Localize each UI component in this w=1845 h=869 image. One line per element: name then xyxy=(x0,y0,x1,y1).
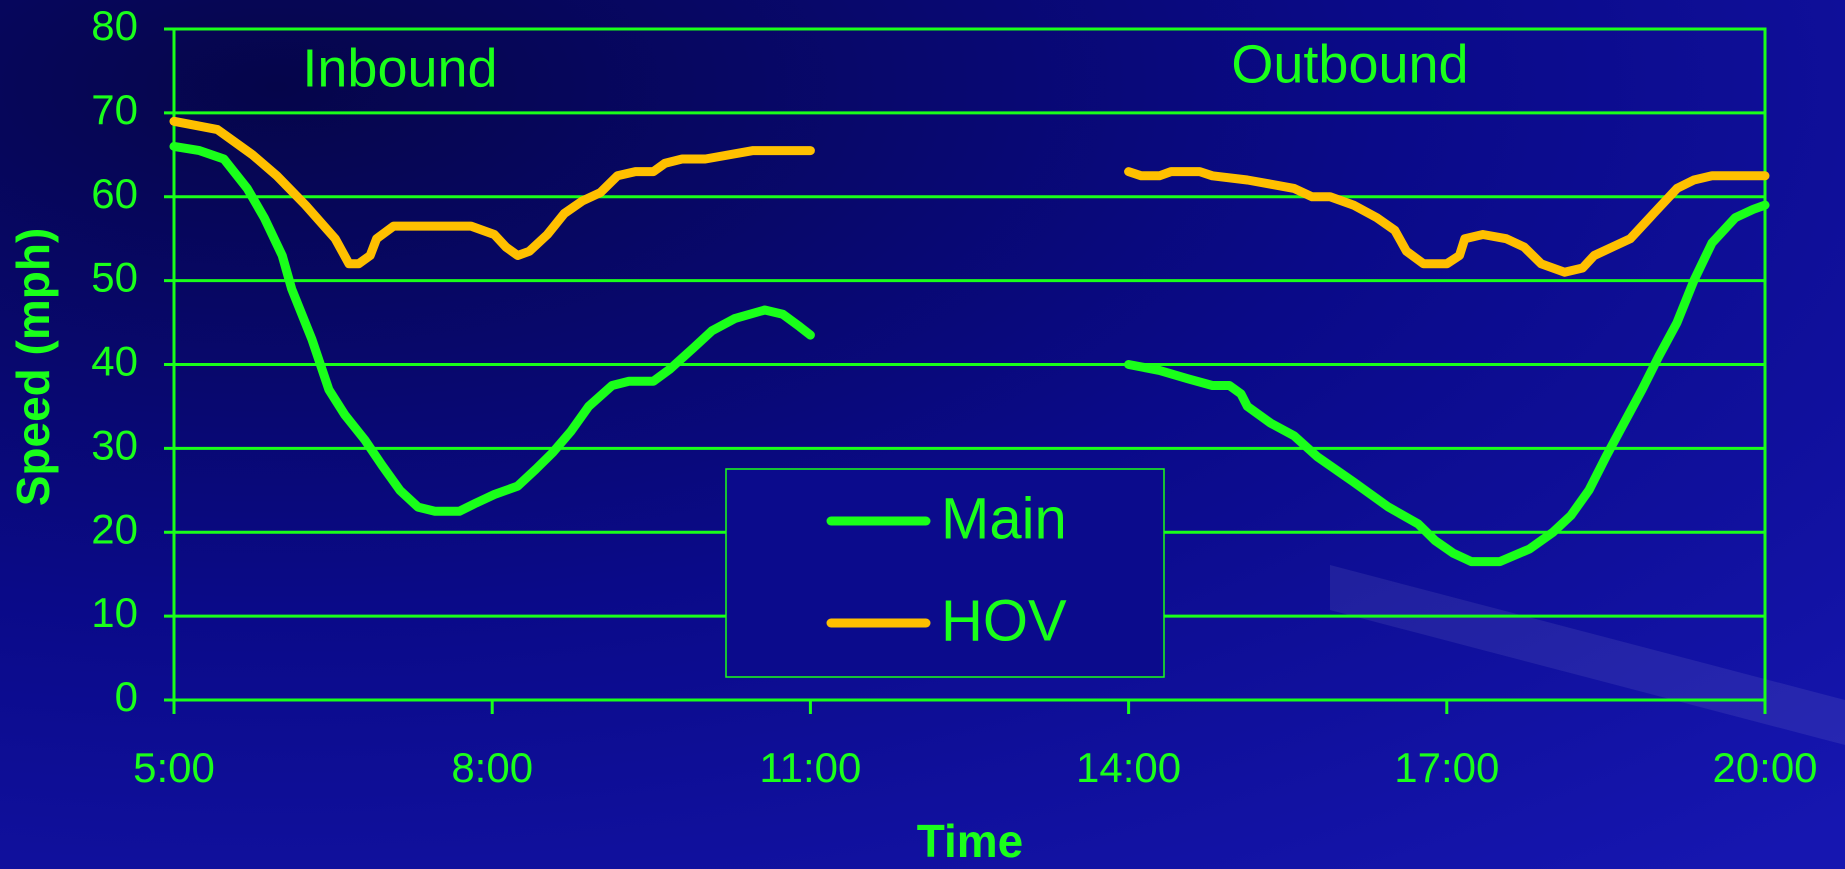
plot-border xyxy=(172,27,1767,702)
y-tick-label: 80 xyxy=(91,2,138,49)
line xyxy=(169,116,1770,277)
x-tick-label: 8:00 xyxy=(451,744,533,791)
legend-label: Main xyxy=(941,486,1067,551)
y-tick-label: 0 xyxy=(115,673,138,720)
y-tick-label: 10 xyxy=(91,589,138,636)
y-tick-label: 20 xyxy=(91,505,138,552)
legend-box xyxy=(725,468,1165,678)
x-tick-label: 17:00 xyxy=(1394,744,1499,791)
legend-label: HOV xyxy=(941,588,1067,653)
x-tick-label: 14:00 xyxy=(1076,744,1181,791)
x-tick-label: 5:00 xyxy=(133,744,215,791)
x-tick-label: 20:00 xyxy=(1712,744,1817,791)
y-tick-label: 70 xyxy=(91,86,138,133)
y-axis-label: Speed (mph) xyxy=(7,228,59,507)
y-tick-label: 60 xyxy=(91,170,138,217)
annotation: Outbound xyxy=(1231,34,1468,94)
y-tick-label: 50 xyxy=(91,254,138,301)
line xyxy=(169,141,1770,567)
y-tick-label: 30 xyxy=(91,421,138,468)
y-tick-label: 40 xyxy=(91,338,138,385)
annotation: Inbound xyxy=(302,38,497,98)
x-tick-label: 11:00 xyxy=(759,744,861,791)
x-axis-label: Time xyxy=(917,815,1024,867)
